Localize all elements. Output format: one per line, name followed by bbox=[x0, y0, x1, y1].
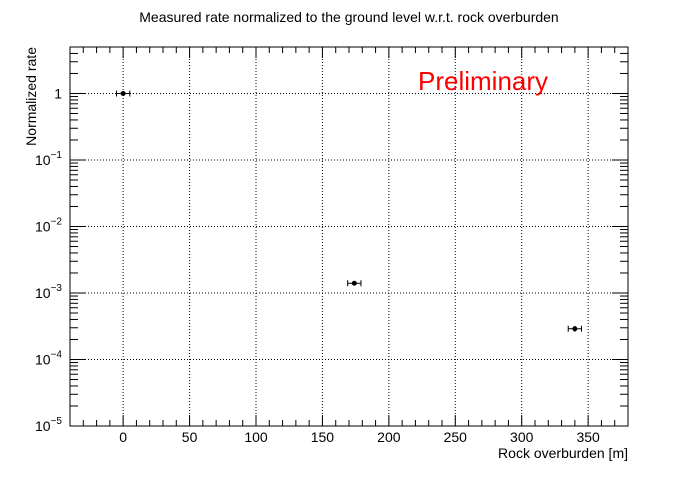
x-tick-label: 300 bbox=[510, 429, 534, 445]
x-tick-label: 100 bbox=[244, 429, 268, 445]
y-tick-exponent: −5 bbox=[51, 416, 63, 427]
tick-labels-layer: 0 50 100 150 200 250 300 350 1 10−1 10−2 10−3 10−4 10… bbox=[35, 85, 600, 445]
ticks-layer bbox=[69, 46, 629, 427]
y-tick-label: 10−2 bbox=[35, 216, 62, 234]
x-tick-label: 250 bbox=[444, 429, 468, 445]
data-marker bbox=[120, 90, 126, 96]
data-marker bbox=[351, 280, 357, 286]
y-tick-label: 10−4 bbox=[35, 349, 62, 367]
y-tick-label: 10−3 bbox=[35, 283, 62, 301]
x-tick-label: 150 bbox=[311, 429, 335, 445]
chart-title: Measured rate normalized to the ground l… bbox=[139, 9, 558, 25]
y-tick-exponent: −3 bbox=[51, 283, 63, 294]
x-tick-label: 0 bbox=[119, 429, 127, 445]
y-tick-label: 1 bbox=[54, 85, 62, 101]
data-point bbox=[347, 280, 362, 287]
preliminary-annotation: Preliminary bbox=[418, 66, 548, 96]
x-axis-label: Rock overburden [m] bbox=[498, 445, 628, 461]
y-tick-exponent: −1 bbox=[51, 150, 63, 161]
grid-layer bbox=[70, 47, 628, 427]
y-tick-exponent: −2 bbox=[51, 216, 63, 227]
y-axis-label: Normalized rate bbox=[23, 47, 39, 146]
data-marker bbox=[572, 326, 578, 332]
y-tick-label: 10−1 bbox=[35, 150, 62, 168]
x-tick-label: 50 bbox=[182, 429, 198, 445]
x-tick-label: 350 bbox=[576, 429, 600, 445]
plot-frame bbox=[69, 46, 629, 427]
x-tick-label: 200 bbox=[377, 429, 401, 445]
data-point bbox=[567, 325, 582, 332]
y-tick-exponent: −4 bbox=[51, 349, 63, 360]
y-tick-label: 10−5 bbox=[35, 416, 62, 434]
data-point bbox=[116, 90, 131, 97]
points-layer bbox=[116, 90, 582, 332]
